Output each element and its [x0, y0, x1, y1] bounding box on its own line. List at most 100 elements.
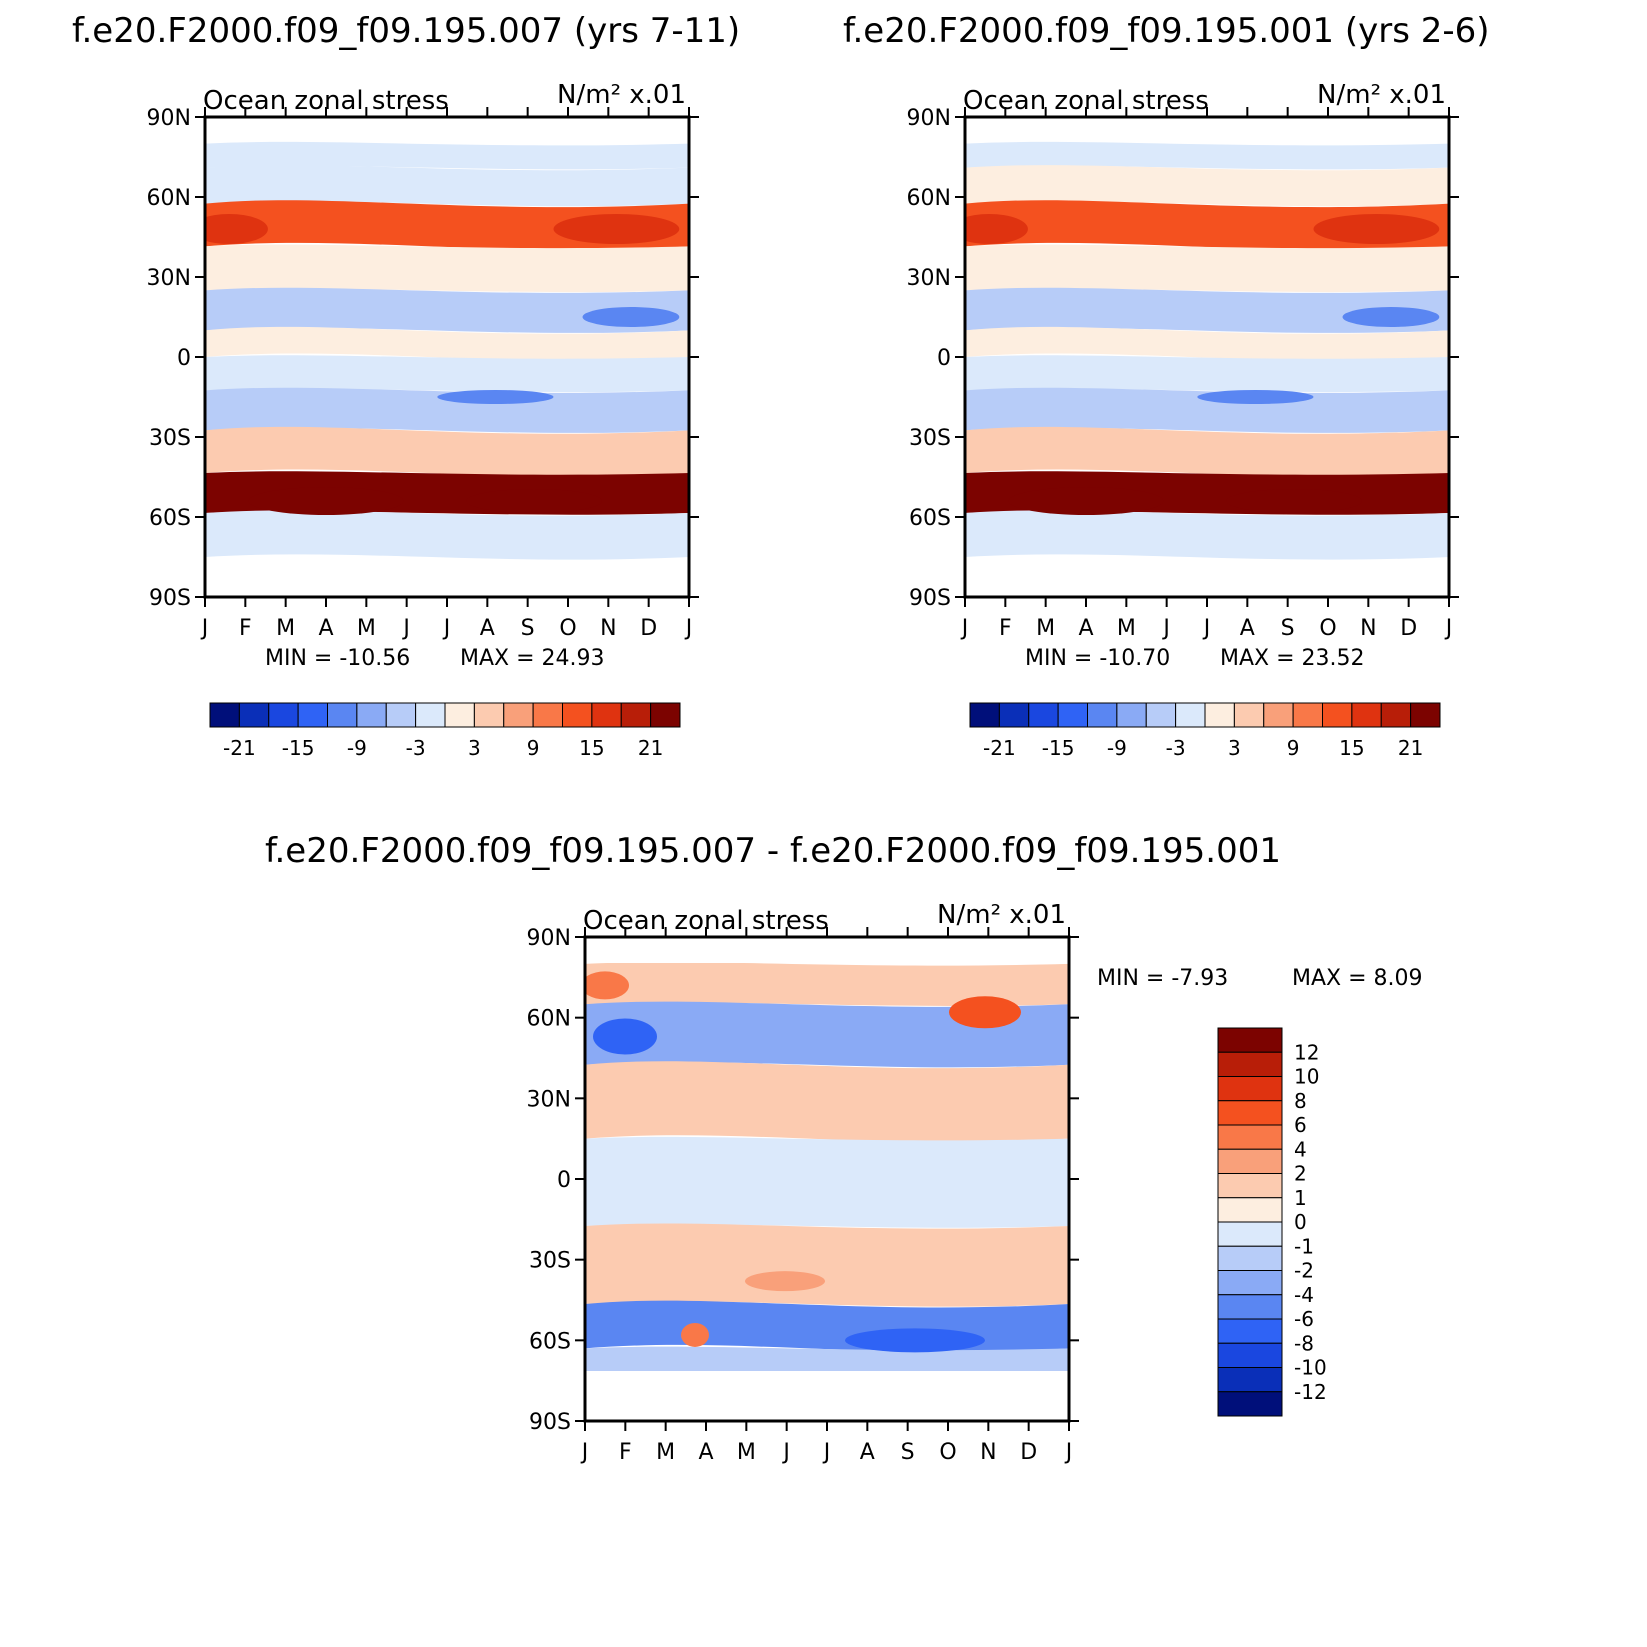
max-label: MAX = 24.93 [460, 646, 605, 671]
contour-core [585, 971, 629, 1000]
x-tick-label: J [580, 1440, 589, 1465]
colorbar-swatch [1217, 1051, 1283, 1077]
colorbar-swatch [1217, 1076, 1283, 1102]
colorbar-swatch [268, 702, 299, 728]
colorbar-swatch [1322, 702, 1353, 728]
colorbar-swatch [327, 702, 358, 728]
colorbar-swatch [1217, 1245, 1283, 1271]
contour-core [593, 1018, 657, 1055]
plot-subtitle: Ocean zonal stress [583, 906, 829, 936]
x-tick-label: N [1360, 616, 1376, 641]
x-tick-label: M [656, 1440, 675, 1465]
colorbar-label: 15 [579, 736, 604, 760]
field-layer [205, 141, 689, 560]
x-tick-label: M [737, 1440, 756, 1465]
y-tick-label: 30S [909, 426, 951, 451]
panel2-main-title: f.e20.F2000.f09_f09.195.001 (yrs 2-6) [843, 11, 1490, 51]
x-tick-label: D [640, 616, 657, 641]
x-tick-label: O [559, 616, 576, 641]
colorbar-swatch [444, 702, 475, 728]
contour-core [248, 487, 404, 515]
contour-band [585, 1061, 1069, 1143]
x-tick-label: F [239, 616, 252, 641]
contour-band [205, 141, 689, 170]
contour-core [582, 307, 680, 327]
colorbar-swatch [998, 702, 1030, 728]
field-layer [585, 963, 1069, 1371]
x-tick-label: N [980, 1440, 996, 1465]
x-tick-label: D [1400, 616, 1417, 641]
y-tick-label: 60S [149, 506, 191, 531]
x-tick-label: J [1064, 1440, 1073, 1465]
colorbar-swatch [1175, 702, 1206, 728]
colorbar-swatch [562, 702, 593, 728]
colorbar-label: -1 [1294, 1234, 1314, 1258]
x-tick-label: N [600, 616, 616, 641]
colorbar-label: -2 [1294, 1259, 1314, 1283]
colorbar-swatch [503, 702, 534, 728]
x-tick-label: F [619, 1440, 632, 1465]
colorbar-label: 1 [1294, 1186, 1307, 1210]
colorbar-label: 4 [1294, 1137, 1307, 1161]
colorbar-swatch [1145, 702, 1177, 728]
y-tick-label: 30S [529, 1249, 571, 1274]
colorbar-swatch [1217, 1124, 1283, 1150]
x-tick-label: M [357, 616, 376, 641]
contour-band [585, 1136, 1069, 1228]
y-tick-label: 60N [147, 186, 191, 211]
x-tick-label: A [1240, 616, 1255, 641]
colorbar-label: 0 [1294, 1210, 1307, 1234]
colorbar-swatch [1351, 702, 1382, 728]
x-tick-label: A [698, 1440, 713, 1465]
min-label: MIN = -7.93 [1097, 966, 1228, 991]
colorbar-label: -3 [406, 736, 426, 760]
contour-core [1342, 307, 1440, 327]
plot-subtitle: Ocean zonal stress [203, 86, 449, 116]
colorbar-label: -10 [1294, 1356, 1327, 1380]
colorbar-label: 21 [638, 736, 663, 760]
contour-core [681, 1322, 709, 1347]
colorbar-label: -6 [1294, 1307, 1314, 1331]
x-tick-label: J [200, 616, 209, 641]
y-tick-label: 30S [149, 426, 191, 451]
contour-band [585, 1223, 1069, 1307]
colorbar-swatch [1217, 1270, 1283, 1296]
contour-band [205, 287, 689, 333]
x-tick-label: J [781, 1440, 790, 1465]
contour-band [585, 963, 1069, 1006]
y-tick-label: 30N [907, 266, 951, 291]
colorbar-swatch [1217, 1148, 1283, 1174]
x-tick-label: J [401, 616, 410, 641]
contour-band [965, 326, 1449, 361]
colorbar-label: -15 [1042, 736, 1075, 760]
colorbar-swatch [1217, 1342, 1283, 1368]
contour-band [965, 244, 1449, 293]
contour-core [965, 214, 1028, 244]
contour-core [1197, 390, 1314, 404]
x-tick-label: J [684, 616, 693, 641]
contour-band [205, 387, 689, 433]
contour-core [1226, 489, 1362, 513]
x-tick-label: M [1036, 616, 1055, 641]
contour-band [965, 426, 1449, 477]
colorbar-label: 2 [1294, 1162, 1307, 1186]
colorbar-swatch [385, 702, 417, 728]
max-label: MAX = 8.09 [1292, 966, 1423, 991]
y-tick-label: 60N [527, 1007, 571, 1032]
colorbar-label: -3 [1166, 736, 1186, 760]
y-tick-label: 90N [527, 926, 571, 951]
colorbar-label: 6 [1294, 1113, 1307, 1137]
y-tick-label: 30N [527, 1087, 571, 1112]
colorbar-swatch [650, 702, 681, 728]
colorbar-swatch [1217, 1197, 1283, 1223]
contour-band [585, 1346, 1069, 1371]
colorbar-label: -12 [1294, 1380, 1327, 1404]
x-tick-label: M [1117, 616, 1136, 641]
colorbar-swatch [356, 702, 387, 728]
x-tick-label: J [442, 616, 451, 641]
colorbar-swatch [473, 702, 505, 728]
contour-band [205, 244, 689, 293]
contour-core [745, 1271, 825, 1292]
